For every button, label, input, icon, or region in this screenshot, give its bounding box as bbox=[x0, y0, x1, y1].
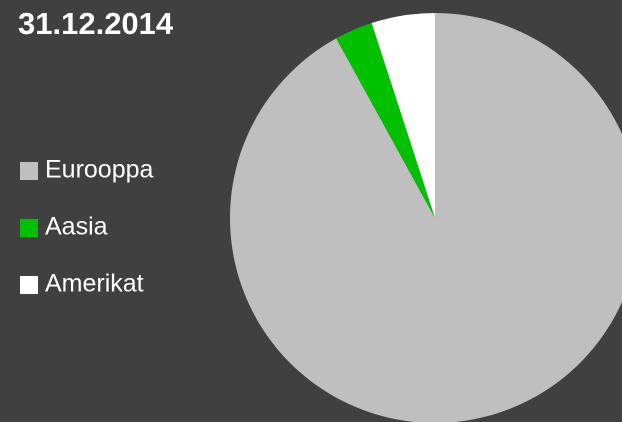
legend-swatch bbox=[20, 162, 38, 180]
legend-label: Aasia bbox=[45, 213, 108, 241]
legend-label: Amerikat bbox=[45, 270, 144, 298]
legend-label: Eurooppa bbox=[45, 156, 154, 184]
chart-title: 31.12.2014 bbox=[18, 6, 174, 41]
pie-slice bbox=[371, 13, 435, 218]
legend-swatch bbox=[20, 219, 38, 237]
legend-swatch bbox=[20, 276, 38, 294]
pie-slice bbox=[336, 23, 435, 218]
pie-slice bbox=[230, 13, 622, 422]
